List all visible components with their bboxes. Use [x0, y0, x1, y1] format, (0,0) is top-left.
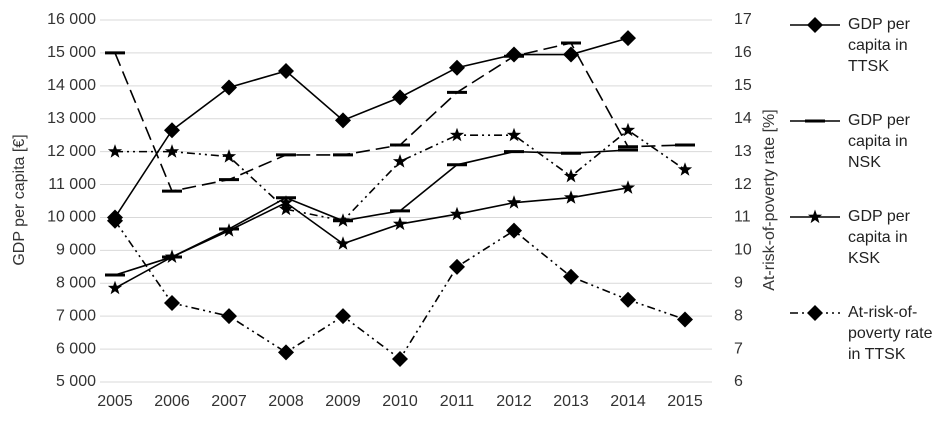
- legend-symbol: [790, 305, 840, 321]
- y-tick-label: 11 000: [48, 176, 96, 193]
- marker-diamond: [335, 308, 351, 325]
- y2-tick-label: 9: [734, 274, 743, 291]
- y-tick-label: 6 000: [56, 340, 96, 357]
- legend-label: GDP per capita in KSK: [848, 208, 910, 267]
- marker-diamond: [563, 46, 579, 63]
- marker-star: [506, 127, 522, 142]
- marker-diamond: [449, 59, 465, 76]
- y2-tick-label: 10: [734, 242, 752, 259]
- series-line: [114, 37, 629, 218]
- x-tick-label: 2012: [496, 393, 532, 410]
- marker-star: [107, 144, 123, 158]
- marker-diamond: [807, 305, 823, 321]
- marker-diamond: [164, 295, 180, 312]
- y-tick-label: 14 000: [47, 77, 96, 94]
- series-line: [114, 220, 686, 361]
- y2-tick-label: 15: [734, 77, 752, 94]
- marker-star: [620, 122, 636, 137]
- marker-diamond: [335, 112, 351, 129]
- marker-diamond: [807, 17, 823, 33]
- y-axis-title: GDP per capita [€]: [11, 134, 28, 265]
- y-tick-label: 9 000: [56, 242, 96, 259]
- marker-star: [392, 154, 408, 168]
- x-tick-label: 2009: [325, 393, 361, 410]
- marker-star: [563, 168, 579, 183]
- y2-tick-label: 17: [734, 11, 752, 28]
- marker-star: [449, 127, 465, 142]
- x-tick-label: 2013: [553, 393, 589, 410]
- y-tick-label: 16 000: [47, 11, 96, 28]
- legend-label: At-risk-of-poverty rate in TTSK: [848, 304, 933, 363]
- marker-star: [620, 180, 636, 194]
- y2-tick-label: 7: [734, 340, 743, 357]
- y-tick-label: 7 000: [56, 307, 96, 324]
- marker-diamond: [107, 212, 123, 229]
- series-line: [114, 187, 629, 289]
- marker-star: [677, 162, 693, 176]
- series-line: [114, 42, 686, 193]
- marker-star: [807, 209, 823, 224]
- marker-star: [335, 236, 351, 250]
- marker-diamond: [278, 344, 294, 361]
- x-tick-label: 2010: [382, 393, 418, 410]
- marker-star: [506, 195, 522, 209]
- y2-tick-label: 11: [734, 209, 751, 226]
- y2-axis-title: At-risk-of-poverty rate [%]: [761, 109, 778, 290]
- marker-diamond: [620, 30, 636, 47]
- y-tick-label: 13 000: [47, 110, 96, 127]
- x-tick-label: 2008: [268, 393, 304, 410]
- marker-star: [107, 280, 123, 295]
- x-tick-label: 2015: [667, 393, 703, 410]
- y2-tick-label: 12: [734, 176, 752, 193]
- y-tick-label: 10 000: [47, 209, 96, 226]
- legend-symbol: [790, 17, 840, 33]
- marker-diamond: [392, 350, 408, 367]
- marker-diamond: [278, 63, 294, 80]
- marker-star: [449, 206, 465, 221]
- marker-star: [392, 216, 408, 231]
- x-tick-label: 2011: [440, 393, 475, 410]
- x-tick-label: 2006: [154, 393, 190, 410]
- marker-diamond: [677, 311, 693, 328]
- marker-diamond: [221, 79, 237, 96]
- marker-star: [563, 190, 579, 204]
- y2-tick-label: 6: [734, 373, 743, 390]
- marker-star: [335, 213, 351, 227]
- y2-tick-label: 14: [734, 110, 752, 127]
- marker-star: [221, 223, 237, 237]
- legend-label: GDP per capita in TTSK: [848, 16, 910, 75]
- series-line: [114, 149, 629, 276]
- marker-diamond: [221, 308, 237, 325]
- legend-symbol: [790, 209, 840, 224]
- marker-star: [164, 249, 180, 263]
- marker-star: [221, 149, 237, 163]
- marker-star: [164, 144, 180, 158]
- y-tick-label: 5 000: [56, 373, 96, 390]
- y-tick-label: 15 000: [47, 44, 96, 61]
- marker-star: [278, 201, 294, 216]
- marker-diamond: [620, 291, 636, 308]
- marker-diamond: [449, 258, 465, 275]
- x-tick-label: 2014: [610, 393, 646, 410]
- x-tick-label: 2007: [211, 393, 247, 410]
- y2-tick-label: 13: [734, 143, 752, 160]
- y-tick-label: 12 000: [47, 143, 96, 160]
- series-line: [115, 129, 686, 222]
- legend-label: GDP per capita in NSK: [848, 112, 910, 171]
- y2-tick-label: 8: [734, 307, 743, 324]
- y-tick-label: 8 000: [56, 274, 96, 291]
- marker-diamond: [506, 222, 522, 239]
- marker-diamond: [563, 268, 579, 285]
- x-tick-label: 2005: [97, 393, 133, 410]
- marker-diamond: [392, 89, 408, 106]
- y2-tick-label: 16: [734, 44, 752, 61]
- marker-diamond: [164, 122, 180, 139]
